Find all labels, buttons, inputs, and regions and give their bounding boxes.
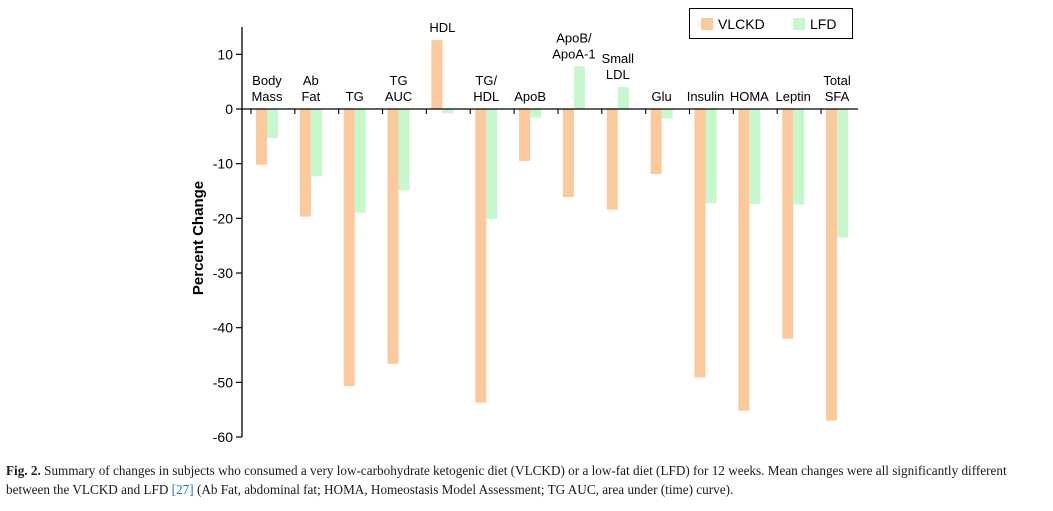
bar-lfd-2 — [354, 109, 366, 213]
caption-label: Fig. 2. — [6, 463, 41, 478]
bar-lfd-0 — [267, 109, 278, 138]
y-tick-label: -10 — [213, 156, 233, 172]
bar-vlckd-2 — [343, 109, 355, 387]
bar-vlckd-3 — [387, 109, 399, 364]
category-label: TG — [390, 73, 408, 88]
legend-swatch-lfd — [793, 18, 805, 30]
y-tick-label: -20 — [213, 210, 233, 226]
category-label: TG — [346, 89, 364, 104]
bar-lfd-6 — [530, 109, 542, 118]
category-label: SFA — [825, 89, 850, 104]
category-label: Ab — [303, 73, 319, 88]
category-label: Body — [252, 73, 282, 88]
figure-caption: Fig. 2. Summary of changes in subjects w… — [6, 461, 1046, 499]
caption-text-after: (Ab Fat, abdominal fat; HOMA, Homeostasi… — [196, 482, 734, 497]
y-tick-label: -60 — [213, 429, 233, 445]
bar-vlckd-4 — [431, 40, 443, 109]
bar-lfd-8 — [617, 87, 629, 109]
bar-vlckd-5 — [475, 109, 487, 403]
bar-lfd-7 — [573, 66, 585, 109]
bar-lfd-1 — [310, 109, 322, 177]
category-label: Glu — [652, 89, 672, 104]
y-tick-label: -30 — [213, 265, 233, 281]
category-label: Insulin — [687, 89, 725, 104]
legend-label-lfd: LFD — [810, 16, 837, 32]
bar-vlckd-6 — [519, 109, 531, 161]
bar-vlckd-1 — [299, 109, 311, 217]
bar-vlckd-7 — [562, 109, 574, 198]
axes-layer: 10 0 -10 -20 -30 -40 -50 -60 — [213, 26, 858, 445]
bar-vlckd-0 — [256, 109, 267, 165]
bar-lfd-12 — [793, 109, 805, 205]
bar-vlckd-10 — [694, 109, 706, 378]
y-tick-label: 0 — [225, 101, 233, 117]
bar-lfd-5 — [486, 109, 498, 219]
legend-label-vlckd: VLCKD — [718, 16, 765, 32]
legend-swatch-vlckd — [701, 18, 713, 30]
legend-item-vlckd: VLCKD — [701, 16, 765, 32]
bar-vlckd-11 — [738, 109, 750, 411]
category-label: ApoB/ — [556, 30, 592, 45]
category-label: HOMA — [730, 89, 769, 104]
bar-vlckd-13 — [826, 109, 838, 421]
bar-vlckd-8 — [606, 109, 618, 210]
bar-vlckd-9 — [650, 109, 662, 175]
category-label: LDL — [606, 67, 630, 82]
bar-lfd-10 — [705, 109, 717, 204]
legend-item-lfd: LFD — [793, 16, 836, 32]
category-label: Leptin — [775, 89, 810, 104]
y-tick-label: -50 — [213, 374, 233, 390]
category-label: Total — [823, 73, 851, 88]
bar-lfd-3 — [398, 109, 410, 191]
legend: VLCKD LFD — [689, 8, 853, 39]
caption-reference-link[interactable]: [27] — [171, 482, 194, 497]
y-tick-label: -40 — [213, 320, 233, 336]
bar-lfd-4 — [442, 109, 454, 114]
bar-lfd-11 — [749, 109, 761, 205]
category-label: ApoA-1 — [552, 46, 595, 61]
bar-lfd-9 — [661, 109, 673, 119]
bar-lfd-13 — [837, 109, 849, 238]
category-label: HDL — [473, 89, 499, 104]
category-label: Fat — [301, 89, 320, 104]
caption-text: Summary of changes in subjects who consu… — [6, 463, 1007, 497]
y-tick-label: 10 — [217, 46, 233, 62]
category-label: AUC — [385, 89, 412, 104]
y-axis-label: Percent Change — [190, 181, 207, 295]
category-label: TG/ — [475, 73, 497, 88]
category-label: HDL — [429, 20, 455, 35]
bar-vlckd-12 — [782, 109, 794, 339]
bar-chart: Percent Change 10 0 -10 -20 -30 -40 -50 -60 Bod… — [190, 20, 858, 445]
category-label: Mass — [251, 89, 283, 104]
bars-layer — [256, 40, 849, 421]
category-label: Small — [602, 51, 635, 66]
category-label: ApoB — [514, 89, 546, 104]
